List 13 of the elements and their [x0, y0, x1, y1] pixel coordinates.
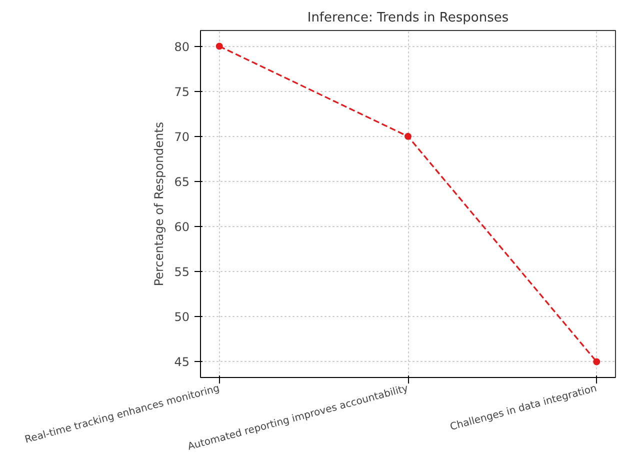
y-tick-label: 55	[174, 265, 190, 280]
y-tick-label: 60	[174, 220, 190, 234]
y-tick-label: 75	[174, 84, 190, 99]
y-tick-label: 70	[174, 130, 190, 144]
point	[216, 42, 223, 50]
point	[404, 132, 412, 140]
y-tick-label: 65	[174, 174, 190, 189]
chart-title: Inference: Trends in Responses	[307, 10, 509, 26]
y-tick-label: 50	[174, 310, 190, 324]
point	[593, 358, 600, 366]
y-axis-title: Percentage of Respondents	[152, 122, 166, 286]
y-tick-label: 45	[174, 355, 190, 370]
y-tick-label: 80	[174, 40, 190, 54]
